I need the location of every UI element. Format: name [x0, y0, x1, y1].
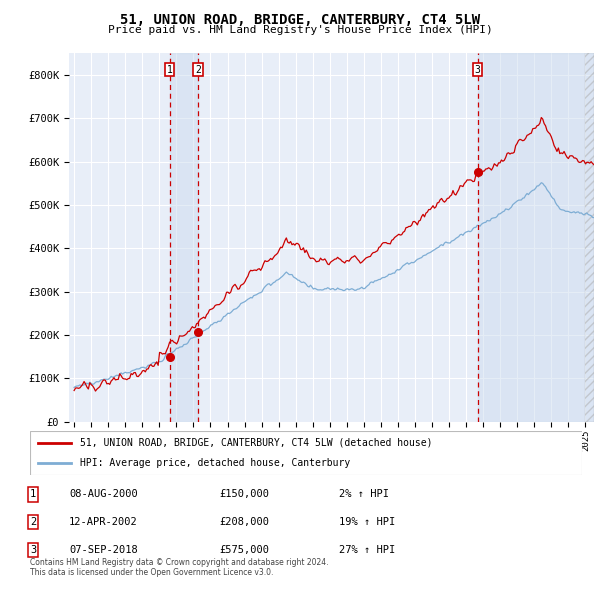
Text: 1: 1: [167, 65, 173, 75]
Text: Price paid vs. HM Land Registry's House Price Index (HPI): Price paid vs. HM Land Registry's House …: [107, 25, 493, 35]
Text: £208,000: £208,000: [219, 517, 269, 527]
Text: 19% ↑ HPI: 19% ↑ HPI: [339, 517, 395, 527]
Text: 51, UNION ROAD, BRIDGE, CANTERBURY, CT4 5LW: 51, UNION ROAD, BRIDGE, CANTERBURY, CT4 …: [120, 13, 480, 27]
Text: 08-AUG-2000: 08-AUG-2000: [69, 490, 138, 499]
FancyBboxPatch shape: [30, 431, 582, 475]
Text: 12-APR-2002: 12-APR-2002: [69, 517, 138, 527]
Bar: [478, 53, 594, 422]
Text: 3: 3: [475, 65, 481, 75]
Text: 2% ↑ HPI: 2% ↑ HPI: [339, 490, 389, 499]
Text: HPI: Average price, detached house, Canterbury: HPI: Average price, detached house, Cant…: [80, 458, 350, 468]
Text: £575,000: £575,000: [219, 545, 269, 555]
Text: 2: 2: [30, 517, 36, 527]
Text: 1: 1: [30, 490, 36, 499]
Text: 51, UNION ROAD, BRIDGE, CANTERBURY, CT4 5LW (detached house): 51, UNION ROAD, BRIDGE, CANTERBURY, CT4 …: [80, 438, 432, 448]
Text: 07-SEP-2018: 07-SEP-2018: [69, 545, 138, 555]
Bar: [170, 53, 198, 422]
Text: Contains HM Land Registry data © Crown copyright and database right 2024.
This d: Contains HM Land Registry data © Crown c…: [30, 558, 329, 577]
Text: 2: 2: [195, 65, 201, 75]
Text: 3: 3: [30, 545, 36, 555]
Text: 27% ↑ HPI: 27% ↑ HPI: [339, 545, 395, 555]
Text: £150,000: £150,000: [219, 490, 269, 499]
